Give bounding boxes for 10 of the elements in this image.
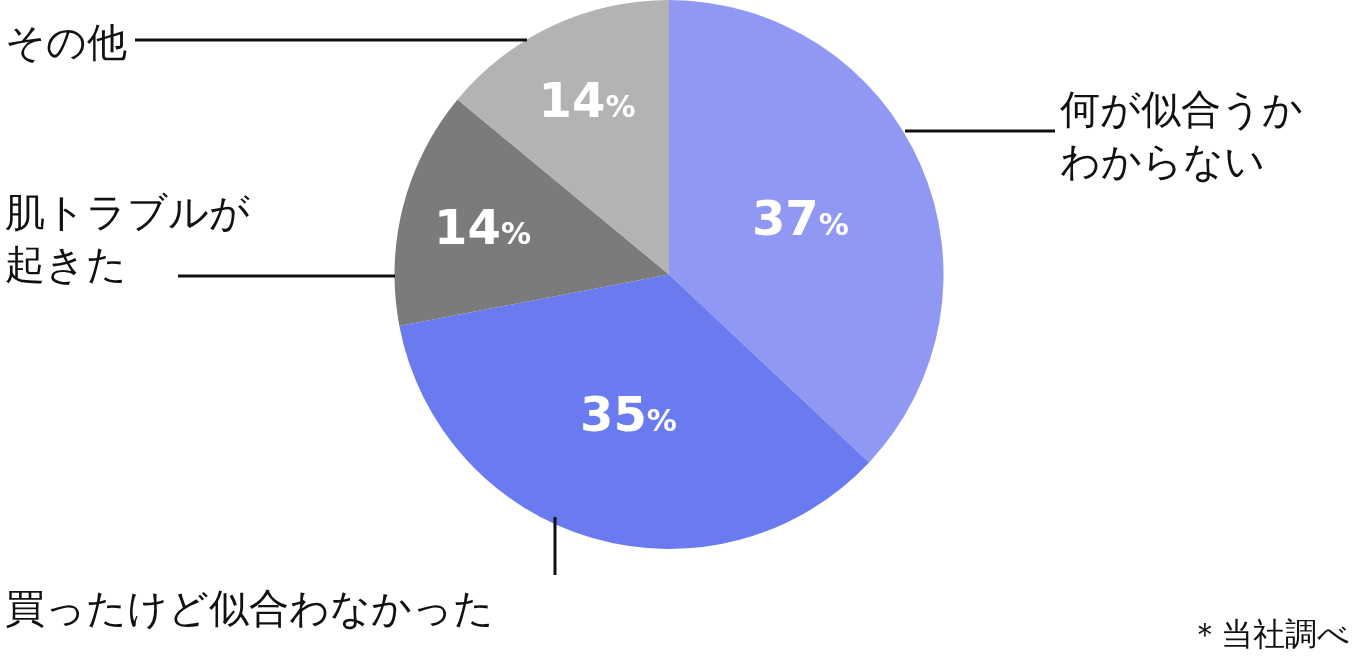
pie-slice (399, 274, 870, 549)
data-label: 14% (538, 72, 636, 129)
slice-label: 買ったけど似合わなかった (5, 585, 494, 631)
text: ＊当社調べ (1189, 615, 1350, 653)
slice-label: 肌トラブルが起きた (5, 189, 250, 287)
slice-label: その他 (5, 19, 127, 65)
slice-label: 何が似合うかわからない (1060, 86, 1303, 184)
data-label: 14% (434, 198, 531, 255)
data-label: 37% (751, 189, 849, 246)
data-label: 35% (580, 385, 677, 442)
